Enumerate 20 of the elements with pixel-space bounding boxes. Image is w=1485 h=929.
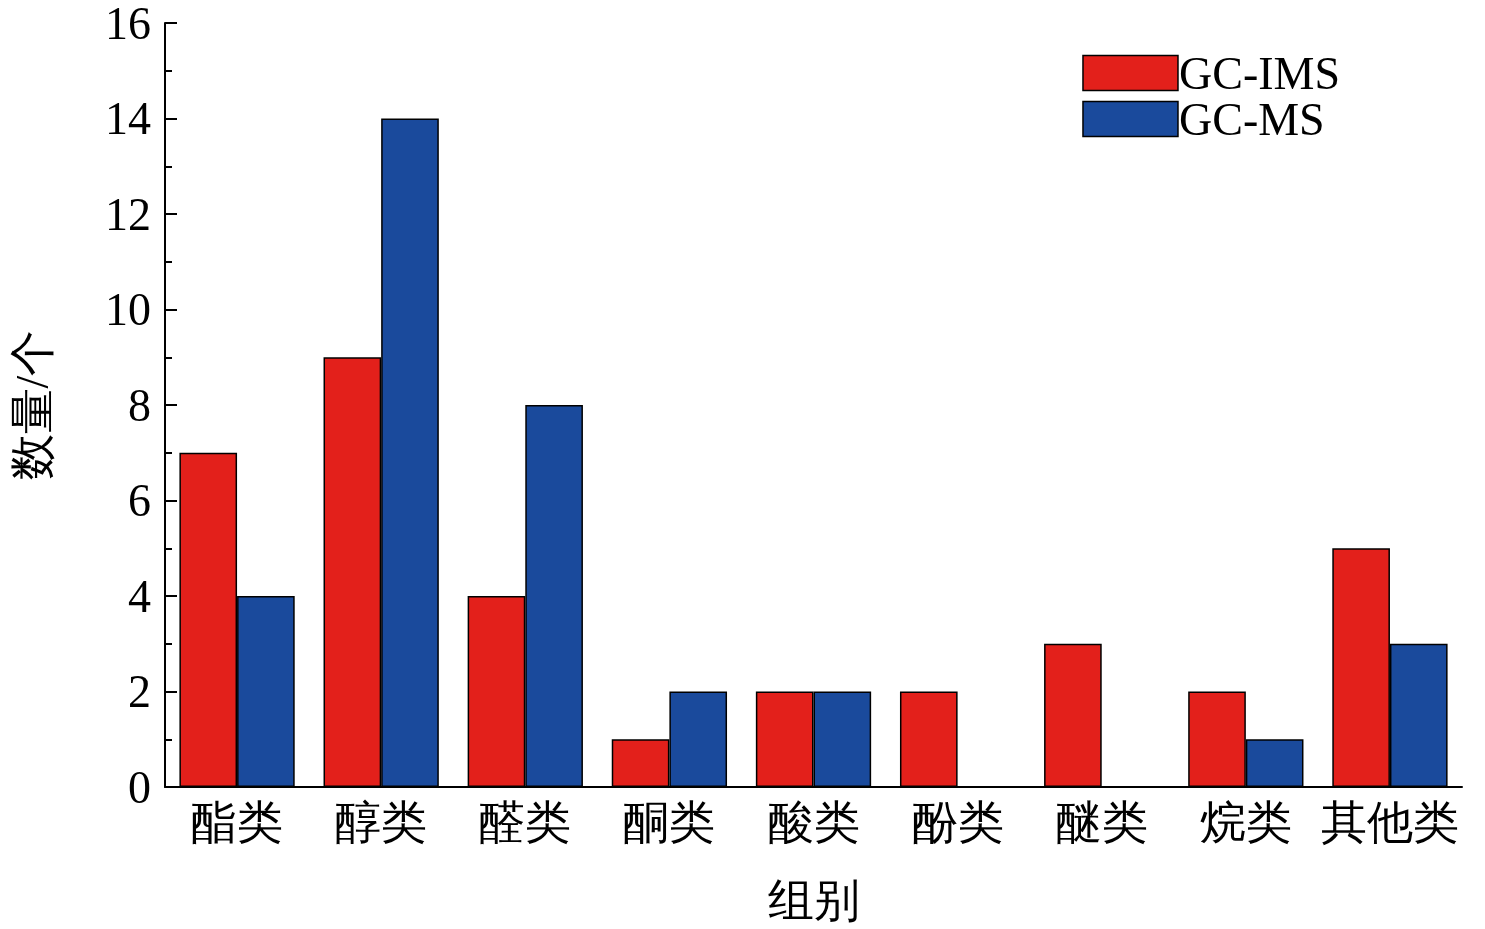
x-tick-label: 烷类 <box>1199 796 1292 848</box>
y-tick-label: 16 <box>105 0 151 49</box>
x-tick-label: 其他类 <box>1320 796 1459 848</box>
x-tick-label: 酮类 <box>623 796 716 848</box>
y-tick-label: 12 <box>105 188 151 240</box>
x-tick-label: 醛类 <box>479 796 572 848</box>
x-tick-label: 醇类 <box>335 796 428 848</box>
y-tick-label: 10 <box>105 284 151 335</box>
y-tick-label: 6 <box>128 475 151 526</box>
x-tick-label: 酯类 <box>191 796 284 848</box>
x-tick-label: 醚类 <box>1055 796 1148 848</box>
y-tick-label: 2 <box>128 666 151 717</box>
y-axis-title: 数量/个 <box>6 329 58 481</box>
y-tick-label: 8 <box>128 379 151 431</box>
x-tick-label: 酸类 <box>767 796 860 848</box>
y-tick-label: 0 <box>128 761 151 813</box>
x-tick-label: 酚类 <box>911 796 1004 848</box>
y-tick-label: 4 <box>128 570 151 622</box>
x-axis-title: 组别 <box>767 874 860 926</box>
y-tick-label: 14 <box>105 93 151 144</box>
